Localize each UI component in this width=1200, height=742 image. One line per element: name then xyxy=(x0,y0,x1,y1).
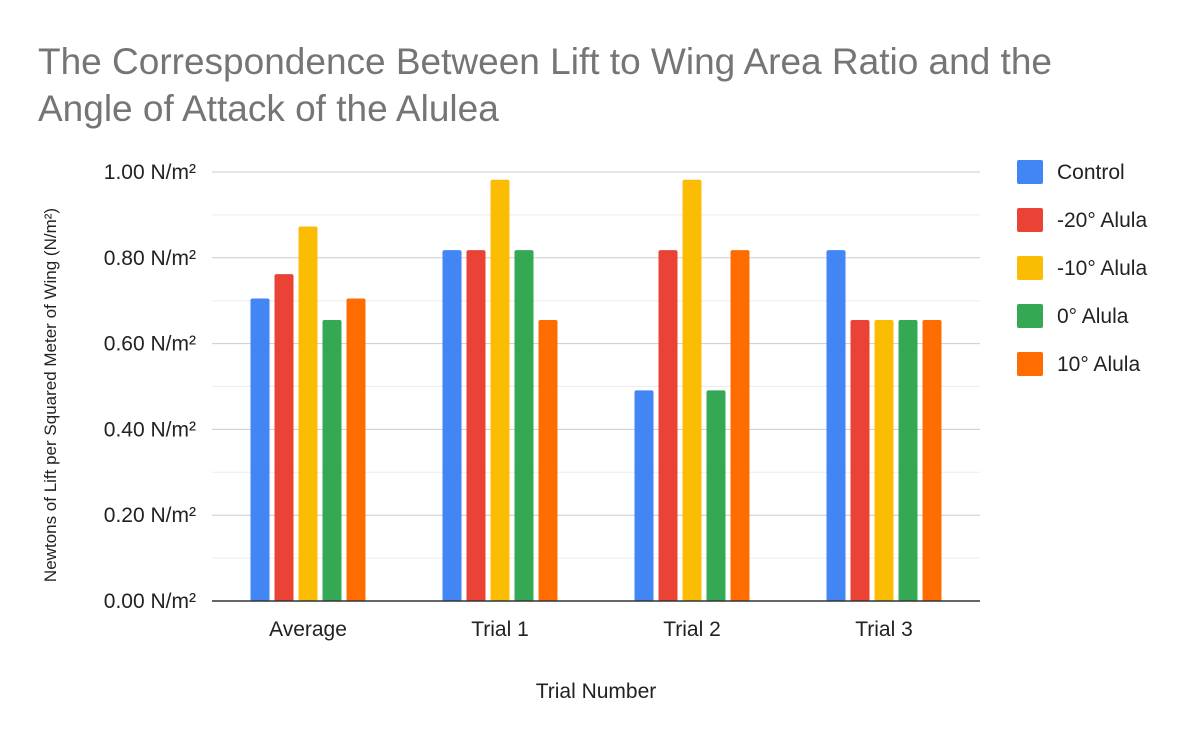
bar xyxy=(730,250,750,601)
x-axis-title: Trial Number xyxy=(536,680,657,703)
legend-label: 10° Alula xyxy=(1057,353,1140,376)
bar xyxy=(634,390,654,601)
legend-swatch xyxy=(1017,208,1043,232)
bar xyxy=(490,179,510,602)
y-tick-label: 0.60 N/m² xyxy=(104,333,196,356)
bar xyxy=(442,250,462,601)
x-tick-label: Trial 1 xyxy=(471,618,529,641)
legend-swatch xyxy=(1017,352,1043,376)
legend-label: Control xyxy=(1057,161,1125,184)
y-tick-label: 0.00 N/m² xyxy=(104,590,196,613)
bar xyxy=(250,298,270,601)
y-tick-label: 0.40 N/m² xyxy=(104,418,196,441)
legend-label: 0° Alula xyxy=(1057,305,1129,328)
bar xyxy=(346,298,366,601)
x-tick-label: Average xyxy=(269,618,347,641)
bar xyxy=(898,320,918,601)
legend-swatch xyxy=(1017,256,1043,280)
x-tick-label: Trial 3 xyxy=(855,618,913,641)
legend-label: -20° Alula xyxy=(1057,209,1147,232)
chart-title-line-1: The Correspondence Between Lift to Wing … xyxy=(38,41,1052,82)
y-axis-title: Newtons of Lift per Squared Meter of Win… xyxy=(41,208,60,582)
y-tick-label: 0.80 N/m² xyxy=(104,247,196,270)
legend-swatch xyxy=(1017,304,1043,328)
chart-title-line-2: Angle of Attack of the Alulea xyxy=(38,88,499,129)
legend: Control -20° Alula -10° Alula 0° Alula 10° A… xyxy=(1017,160,1147,376)
bar xyxy=(538,320,558,601)
bar xyxy=(874,320,894,601)
bar xyxy=(850,320,870,601)
y-tick-label: 1.00 N/m² xyxy=(104,161,196,184)
bar xyxy=(826,250,846,601)
x-tick-label: Trial 2 xyxy=(663,618,721,641)
bar xyxy=(298,226,318,601)
bar xyxy=(922,320,942,601)
x-axis-tick-labels: Average Trial 1 Trial 2 Trial 3 xyxy=(269,618,913,641)
bar xyxy=(658,250,678,601)
bar xyxy=(466,250,486,601)
bar xyxy=(682,179,702,602)
bar xyxy=(322,320,342,601)
bars xyxy=(250,179,942,602)
y-tick-label: 0.20 N/m² xyxy=(104,504,196,527)
bar xyxy=(706,390,726,601)
y-axis-tick-labels: 0.00 N/m² 0.20 N/m² 0.40 N/m² 0.60 N/m² 0.80… xyxy=(104,161,196,613)
bar xyxy=(274,274,294,601)
legend-swatch xyxy=(1017,160,1043,184)
bar xyxy=(514,250,534,601)
legend-label: -10° Alula xyxy=(1057,257,1147,280)
